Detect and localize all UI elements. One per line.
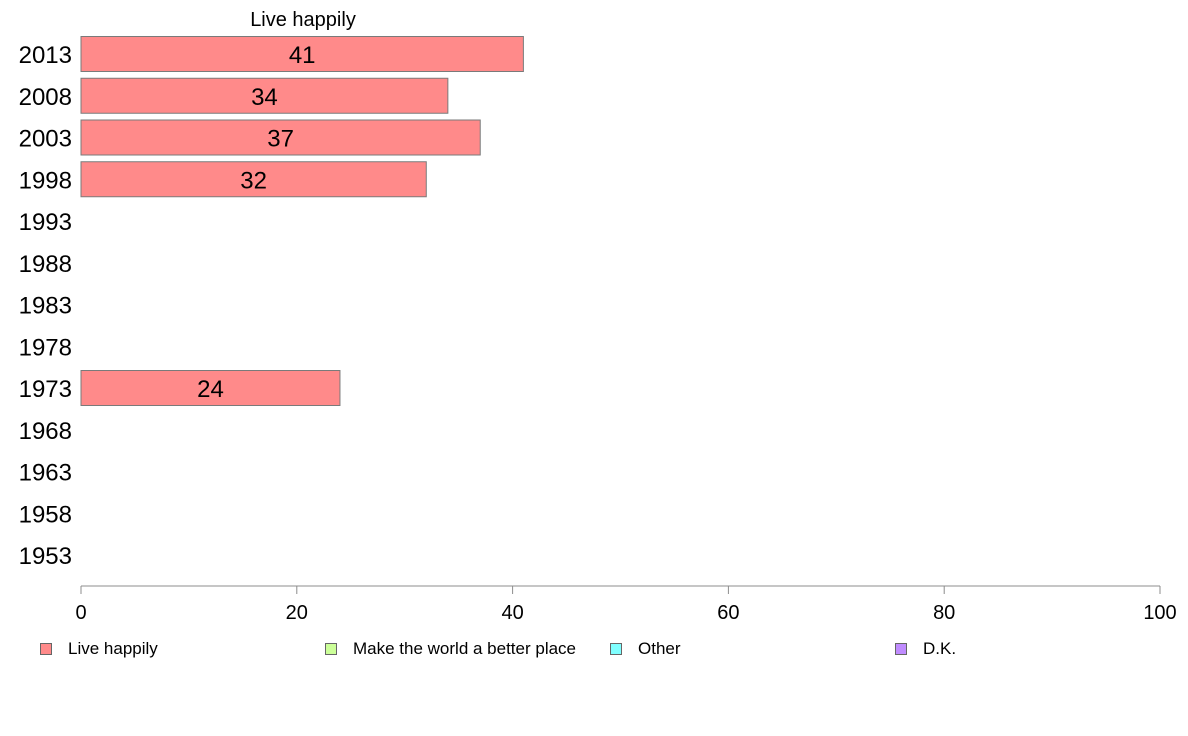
legend-item-other: Other: [610, 639, 681, 659]
legend-item-make-world-better: Make the world a better place: [325, 639, 576, 659]
bar-2003: [80, 119, 481, 156]
value-label-2013: 41: [289, 42, 316, 69]
legend-label: D.K.: [923, 639, 957, 658]
legend-item-dk: D.K.: [895, 639, 956, 659]
year-label-2013: 2013: [19, 42, 72, 69]
year-label-1968: 1968: [19, 418, 72, 445]
year-label-1988: 1988: [19, 251, 72, 278]
bar-1973: [80, 370, 341, 406]
legend-label: Other: [638, 639, 681, 658]
year-label-2008: 2008: [19, 84, 72, 111]
bar-2008: [80, 77, 449, 114]
legend-swatch-live-happily: [40, 643, 52, 655]
x-tick-label-20: 20: [286, 602, 308, 624]
year-label-1963: 1963: [19, 460, 72, 487]
x-tick-label-100: 100: [1143, 602, 1176, 624]
legend-swatch-dk: [895, 643, 907, 655]
value-label-2008: 34: [251, 84, 278, 111]
x-tick-label-60: 60: [717, 602, 739, 624]
chart-title: Live happily: [250, 9, 356, 31]
value-label-2003: 37: [267, 126, 294, 153]
x-axis: 0 20 40 60 80 100: [75, 585, 1177, 624]
year-label-1953: 1953: [19, 543, 72, 570]
legend-label: Make the world a better place: [353, 639, 577, 658]
legend-swatch-other: [610, 643, 622, 655]
bar-1998: [80, 161, 427, 198]
value-label-1973: 24: [197, 376, 224, 403]
bar-2013: [80, 36, 524, 72]
legend-label: Live happily: [68, 639, 158, 658]
year-label-2003: 2003: [19, 126, 72, 153]
value-label-1998: 32: [240, 167, 267, 194]
year-label-1978: 1978: [19, 334, 72, 361]
x-tick-label-40: 40: [501, 602, 523, 624]
year-label-1998: 1998: [19, 167, 72, 194]
x-tick-label-0: 0: [75, 602, 86, 624]
year-label-1993: 1993: [19, 209, 72, 236]
year-label-1958: 1958: [19, 501, 72, 528]
x-tick-label-80: 80: [933, 602, 955, 624]
legend: Live happily Make the world a better pla…: [0, 639, 1188, 663]
year-labels-group: 2013 2008 2003 1998 1993 1988 1983 1978 1973 1968…: [19, 42, 72, 570]
legend-swatch-make-world-better: [325, 643, 337, 655]
legend-item-live-happily: Live happily: [40, 639, 158, 659]
year-label-1983: 1983: [19, 293, 72, 320]
year-label-1973: 1973: [19, 376, 72, 403]
